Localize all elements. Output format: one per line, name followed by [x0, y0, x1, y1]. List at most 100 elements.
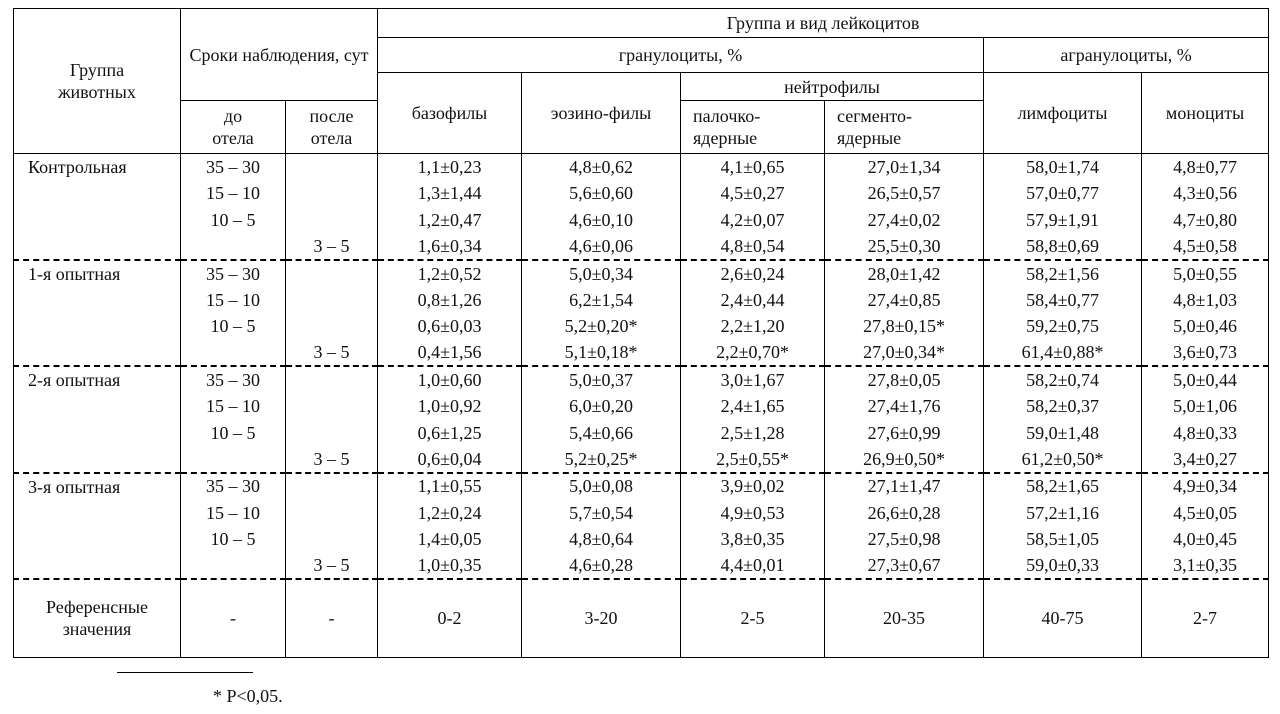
after-cell [284, 392, 379, 420]
header-cell: лимфоциты [983, 72, 1143, 154]
value-cell: 4,6±0,10 [521, 206, 682, 234]
header-cell: Сроки наблюдения, сут [179, 8, 379, 101]
value-cell: 57,0±0,77 [983, 180, 1143, 207]
value-cell: 4,9±0,53 [680, 499, 826, 526]
value-cell: 1,4±0,05 [377, 525, 523, 553]
value-cell: 2,4±1,65 [680, 392, 826, 420]
value-cell: 4,8±0,54 [680, 233, 826, 260]
value-cell: 58,0±1,74 [983, 153, 1143, 181]
value-cell: 3,6±0,73 [1141, 339, 1270, 367]
value-cell: 28,0±1,42 [824, 258, 985, 287]
before-cell: 15 – 10 [180, 180, 286, 207]
value-cell: 58,5±1,05 [983, 525, 1143, 553]
value-cell: 0,6±0,03 [377, 313, 523, 340]
before-cell: 15 – 10 [180, 499, 286, 526]
value-cell: 58,8±0,69 [983, 233, 1143, 260]
after-cell [284, 180, 379, 207]
value-cell: 5,4±0,66 [521, 419, 682, 447]
table-row: 15 – 10 1,3±1,44 5,6±0,60 4,5±0,27 26,5±0,57… [14, 180, 1270, 207]
after-cell [284, 499, 379, 526]
value-cell: 61,2±0,50* [983, 446, 1143, 473]
value-cell: 1,6±0,34 [377, 233, 523, 260]
value-cell: 5,0±0,08 [521, 471, 682, 500]
header-text: палочко-ядерные [693, 106, 761, 148]
value-cell: 59,0±0,33 [983, 552, 1143, 579]
value-cell: 5,0±0,46 [1141, 313, 1270, 340]
value-cell: 27,0±1,34 [824, 153, 985, 181]
value-cell: 0,6±1,25 [377, 419, 523, 447]
reference-cell: - [180, 578, 286, 658]
value-cell: 27,3±0,67 [824, 552, 985, 579]
value-cell: 26,6±0,28 [824, 499, 985, 526]
value-cell: 27,8±0,15* [824, 313, 985, 340]
after-cell [284, 258, 379, 287]
after-cell [284, 525, 379, 553]
header-cell: эозино-филы [521, 72, 682, 154]
value-cell: 4,1±0,65 [680, 153, 826, 181]
before-cell: 10 – 5 [180, 206, 286, 234]
after-cell: 3 – 5 [284, 233, 379, 260]
value-cell: 57,9±1,91 [983, 206, 1143, 234]
header-cell: базофилы [377, 72, 523, 154]
table-row: 3 – 5 0,4±1,56 5,1±0,18* 2,2±0,70* 27,0±0,34… [14, 339, 1270, 367]
value-cell: 57,2±1,16 [983, 499, 1143, 526]
reference-cell: 20-35 [824, 578, 985, 658]
value-cell: 4,8±1,03 [1141, 286, 1270, 314]
before-cell: 35 – 30 [180, 153, 286, 181]
value-cell: 58,2±0,37 [983, 392, 1143, 420]
after-cell [284, 153, 379, 181]
header-cell: гранулоциты, % [377, 37, 985, 73]
before-cell: 15 – 10 [180, 392, 286, 420]
table-row: 10 – 5 1,2±0,47 4,6±0,10 4,2±0,07 27,4±0,02 5… [14, 206, 1270, 234]
value-cell: 1,1±0,55 [377, 471, 523, 500]
group-name: 1-я опытная [13, 258, 181, 367]
reference-cell: 2-5 [680, 578, 826, 658]
header-cell: агранулоциты, % [983, 37, 1270, 73]
value-cell: 5,0±0,34 [521, 258, 682, 287]
value-cell: 0,6±0,04 [377, 446, 523, 473]
value-cell: 4,5±0,05 [1141, 499, 1270, 526]
group-name: 2-я опытная [13, 365, 181, 473]
after-cell [284, 471, 379, 500]
after-cell: 3 – 5 [284, 446, 379, 473]
value-cell: 59,2±0,75 [983, 313, 1143, 340]
value-cell: 2,4±0,44 [680, 286, 826, 314]
table-row: 2-я опытная 35 – 30 1,0±0,60 5,0±0,37 3,0±1,… [13, 365, 1270, 473]
value-cell: 27,0±0,34* [824, 339, 985, 367]
value-cell: 2,6±0,24 [680, 258, 826, 287]
value-cell: 61,4±0,88* [983, 339, 1143, 367]
value-cell: 27,8±0,05 [824, 365, 985, 393]
value-cell: 5,0±1,06 [1141, 392, 1270, 420]
table-row: 3-я опытная 35 – 30 1,1±0,55 5,0±0,08 3,9±0,… [13, 471, 1270, 579]
before-cell: 35 – 30 [180, 365, 286, 393]
table-row: 15 – 10 1,0±0,92 6,0±0,20 2,4±1,65 27,4±1,76… [14, 392, 1270, 420]
reference-label: Референсные значения [13, 578, 181, 658]
table-row: Контрольная 35 – 30 1,1±0,23 4,8±0,62 4,1±0,… [13, 152, 1270, 260]
after-cell [284, 313, 379, 340]
value-cell: 0,8±1,26 [377, 286, 523, 314]
table-row: 10 – 5 0,6±1,25 5,4±0,66 2,5±1,28 27,6±0,99 5… [14, 419, 1270, 447]
before-cell [180, 552, 286, 579]
value-cell: 3,9±0,02 [680, 471, 826, 500]
value-cell: 4,8±0,77 [1141, 153, 1270, 181]
reference-row: Референсные значения - -0-2 3-20 2-5 20-35 40-… [13, 578, 1270, 658]
value-cell: 59,0±1,48 [983, 419, 1143, 447]
header-cell: после отела [284, 100, 379, 154]
value-cell: 27,6±0,99 [824, 419, 985, 447]
reference-cell: 40-75 [983, 578, 1143, 658]
table-row: 10 – 5 1,4±0,05 4,8±0,64 3,8±0,35 27,5±0,98 5… [14, 525, 1270, 553]
before-cell [180, 233, 286, 260]
value-cell: 5,7±0,54 [521, 499, 682, 526]
value-cell: 4,8±0,33 [1141, 419, 1270, 447]
value-cell: 5,1±0,18* [521, 339, 682, 367]
value-cell: 58,2±0,74 [983, 365, 1143, 393]
group-name: 3-я опытная [13, 471, 181, 579]
value-cell: 5,0±0,44 [1141, 365, 1270, 393]
value-cell: 4,5±0,27 [680, 180, 826, 207]
value-cell: 1,3±1,44 [377, 180, 523, 207]
footnote: * P<0,05. [213, 686, 283, 706]
value-cell: 4,6±0,06 [521, 233, 682, 260]
value-cell: 5,2±0,20* [521, 313, 682, 340]
value-cell: 1,0±0,60 [377, 365, 523, 393]
